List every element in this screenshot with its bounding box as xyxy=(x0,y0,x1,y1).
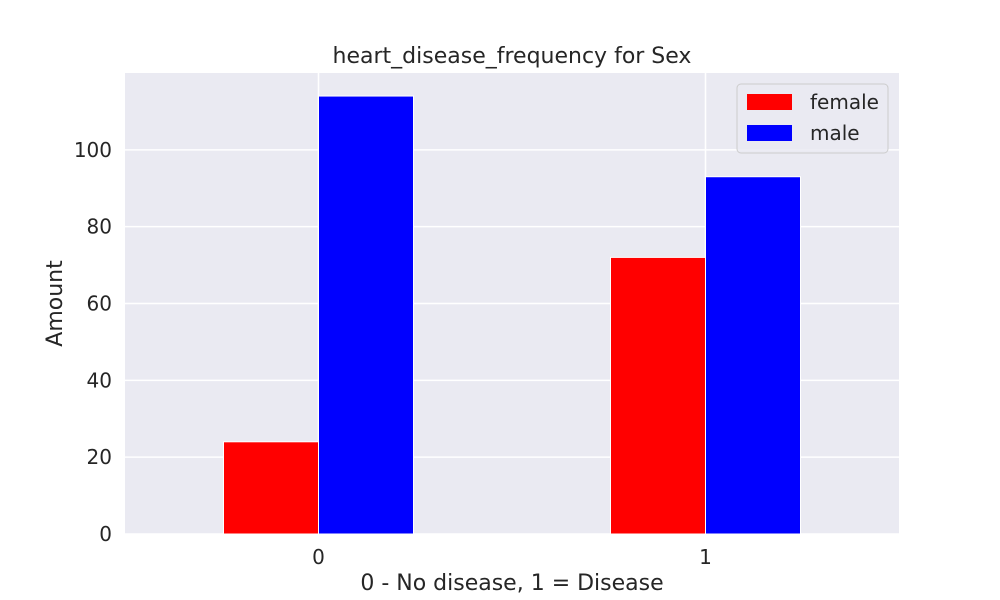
x-tick-label: 0 xyxy=(312,545,325,569)
y-tick-label: 60 xyxy=(87,292,112,316)
bar-female-1 xyxy=(610,256,706,535)
legend-swatch-male xyxy=(747,125,792,141)
y-tick-label: 100 xyxy=(74,138,112,162)
x-axis-label: 0 - No disease, 1 = Disease xyxy=(360,571,663,596)
y-tick-label: 0 xyxy=(99,522,112,546)
y-tick-label: 80 xyxy=(87,215,112,239)
bars xyxy=(223,95,801,535)
legend: female male xyxy=(736,83,889,154)
y-tick-label: 20 xyxy=(87,445,112,469)
legend-swatch-female xyxy=(747,94,792,110)
y-tick-label: 40 xyxy=(87,368,112,392)
y-axis-label: Amount xyxy=(43,260,68,347)
bar-male-1 xyxy=(705,176,801,535)
bar-male-0 xyxy=(318,95,414,535)
x-tick-label: 1 xyxy=(699,545,712,569)
legend-label-female: female xyxy=(810,90,879,114)
legend-label-male: male xyxy=(810,121,860,145)
bar-female-0 xyxy=(223,441,319,535)
chart-title: heart_disease_frequency for Sex xyxy=(333,44,692,69)
y-axis-ticks: 0 20 40 60 80 100 xyxy=(74,138,112,546)
